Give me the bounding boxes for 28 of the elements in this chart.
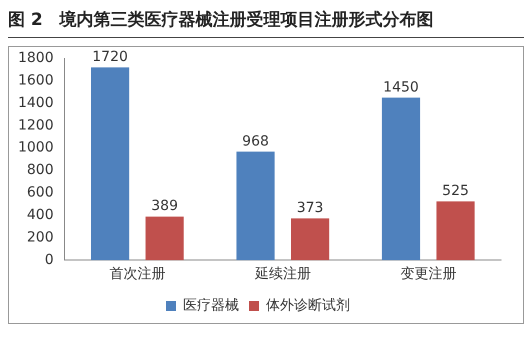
y-tick-label: 0 — [44, 252, 54, 268]
bar — [90, 67, 130, 260]
x-tick-label: 变更注册 — [400, 266, 456, 282]
bar — [146, 216, 184, 260]
data-label: 1720 — [92, 49, 128, 66]
y-tick-label: 800 — [26, 162, 54, 178]
y-tick-label: 1200 — [18, 117, 54, 134]
bar — [382, 98, 420, 260]
data-label: 373 — [296, 200, 324, 216]
y-tick-label: 1800 — [18, 50, 54, 66]
bar — [436, 201, 475, 260]
y-tick-label: 600 — [26, 184, 54, 201]
chart-title: 图 2 境内第三类医疗器械注册受理项目注册形式分布图 — [8, 8, 524, 38]
y-tick-label: 200 — [26, 229, 54, 246]
legend-label: 体外诊断试剂 — [266, 298, 350, 314]
x-tick-label: 首次注册 — [109, 266, 166, 282]
x-tick-label: 延续注册 — [254, 266, 311, 282]
y-tick-label: 1000 — [18, 140, 54, 156]
legend-label: 医疗器械 — [183, 298, 239, 314]
bar — [290, 218, 330, 260]
data-label: 1450 — [383, 79, 419, 96]
y-tick-label: 1400 — [18, 94, 54, 111]
y-tick-label: 400 — [26, 206, 54, 223]
data-label: 389 — [151, 198, 178, 214]
data-label: 968 — [242, 133, 269, 150]
y-tick-label: 1600 — [18, 72, 54, 88]
bar — [236, 152, 275, 260]
data-label: 525 — [442, 182, 469, 199]
